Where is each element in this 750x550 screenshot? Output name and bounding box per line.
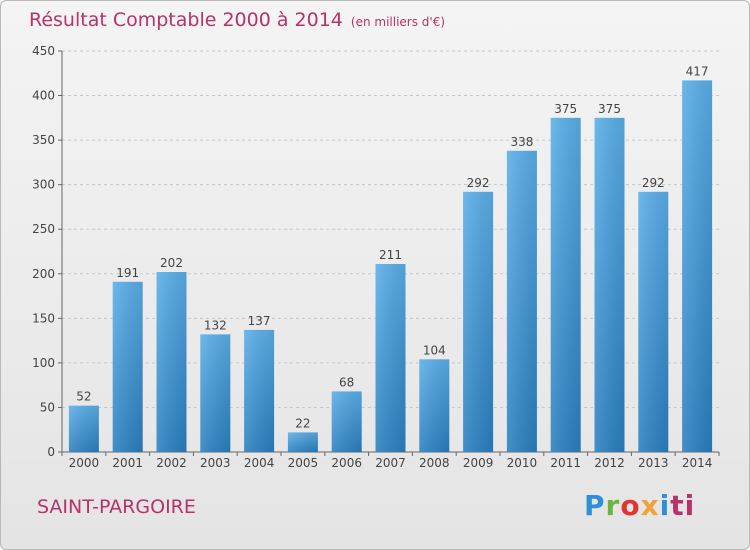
data-label: 417 (686, 64, 709, 78)
bar-shade-2014 (682, 80, 713, 452)
y-tick-label: 50 (40, 400, 55, 414)
x-tick-label: 2000 (69, 456, 100, 470)
x-tick-label: 2014 (682, 456, 713, 470)
y-tick-label: 400 (32, 89, 55, 103)
bar-shade-2000 (68, 405, 99, 452)
bar-shade-2010 (506, 150, 537, 452)
x-tick-label: 2004 (244, 456, 275, 470)
data-label: 22 (295, 416, 310, 430)
bar-shade-2002 (156, 271, 187, 452)
bar-shade-2004 (244, 329, 275, 452)
chart-unit: (en milliers d'€) (350, 15, 446, 29)
y-tick-label: 150 (32, 311, 55, 325)
bar-shade-2005 (287, 432, 318, 452)
x-tick-label: 2005 (288, 456, 319, 470)
data-label: 132 (204, 318, 227, 332)
data-label: 191 (116, 266, 139, 280)
data-label: 292 (642, 176, 665, 190)
bar-shade-2009 (463, 191, 494, 452)
data-label: 137 (248, 314, 271, 328)
y-tick-label: 250 (32, 222, 55, 236)
y-tick-label: 0 (47, 445, 55, 459)
x-tick-label: 2011 (550, 456, 581, 470)
x-tick-label: 2013 (638, 456, 669, 470)
bar-chart: 0 50 100 150 200 250 300 350 400 450 2000 2001 2002 2… (32, 44, 720, 470)
x-tick-label: 2012 (594, 456, 625, 470)
data-label: 375 (554, 102, 577, 116)
x-tick-label: 2008 (419, 456, 450, 470)
x-tick-label: 2010 (507, 456, 538, 470)
bar-shade-2006 (331, 391, 362, 452)
data-label: 68 (339, 375, 354, 389)
data-label: 338 (510, 135, 533, 149)
bar-shade-2008 (419, 359, 450, 452)
bar-shade-2007 (375, 263, 406, 452)
proxiti-logo: Proxiti (584, 489, 696, 522)
bars (68, 80, 713, 452)
y-tick-label: 200 (32, 267, 55, 281)
axes: 0 50 100 150 200 250 300 350 400 450 2000 2001 2002 2… (32, 44, 720, 470)
data-label: 292 (467, 176, 490, 190)
x-tick-label: 2002 (156, 456, 187, 470)
bar-shade-2013 (638, 191, 669, 452)
chart-title: Résultat Comptable 2000 à 2014 (en millie… (29, 9, 445, 31)
chart-title-text: Résultat Comptable 2000 à 2014 (29, 9, 343, 31)
x-tick-label: 2001 (112, 456, 143, 470)
y-tick-label: 450 (32, 44, 55, 58)
bar-shade-2001 (112, 281, 143, 452)
bar-shade-2003 (200, 334, 231, 452)
data-label: 202 (160, 256, 183, 270)
x-tick-label: 2007 (375, 456, 406, 470)
data-label: 104 (423, 343, 446, 357)
x-tick-label: 2006 (331, 456, 362, 470)
town-name: SAINT-PARGOIRE (37, 496, 196, 518)
data-label: 52 (76, 390, 91, 404)
x-tick-label: 2009 (463, 456, 494, 470)
y-tick-label: 350 (32, 133, 55, 147)
bar-shade-2011 (550, 117, 581, 452)
bar-shade-2012 (594, 117, 625, 452)
data-labels: 52 191 202 132 137 22 68 211 104 292 338 375 375 292 4… (76, 64, 708, 430)
y-tick-label: 100 (32, 356, 55, 370)
x-tick-label: 2003 (200, 456, 231, 470)
data-label: 375 (598, 102, 621, 116)
data-label: 211 (379, 248, 402, 262)
y-tick-label: 300 (32, 178, 55, 192)
